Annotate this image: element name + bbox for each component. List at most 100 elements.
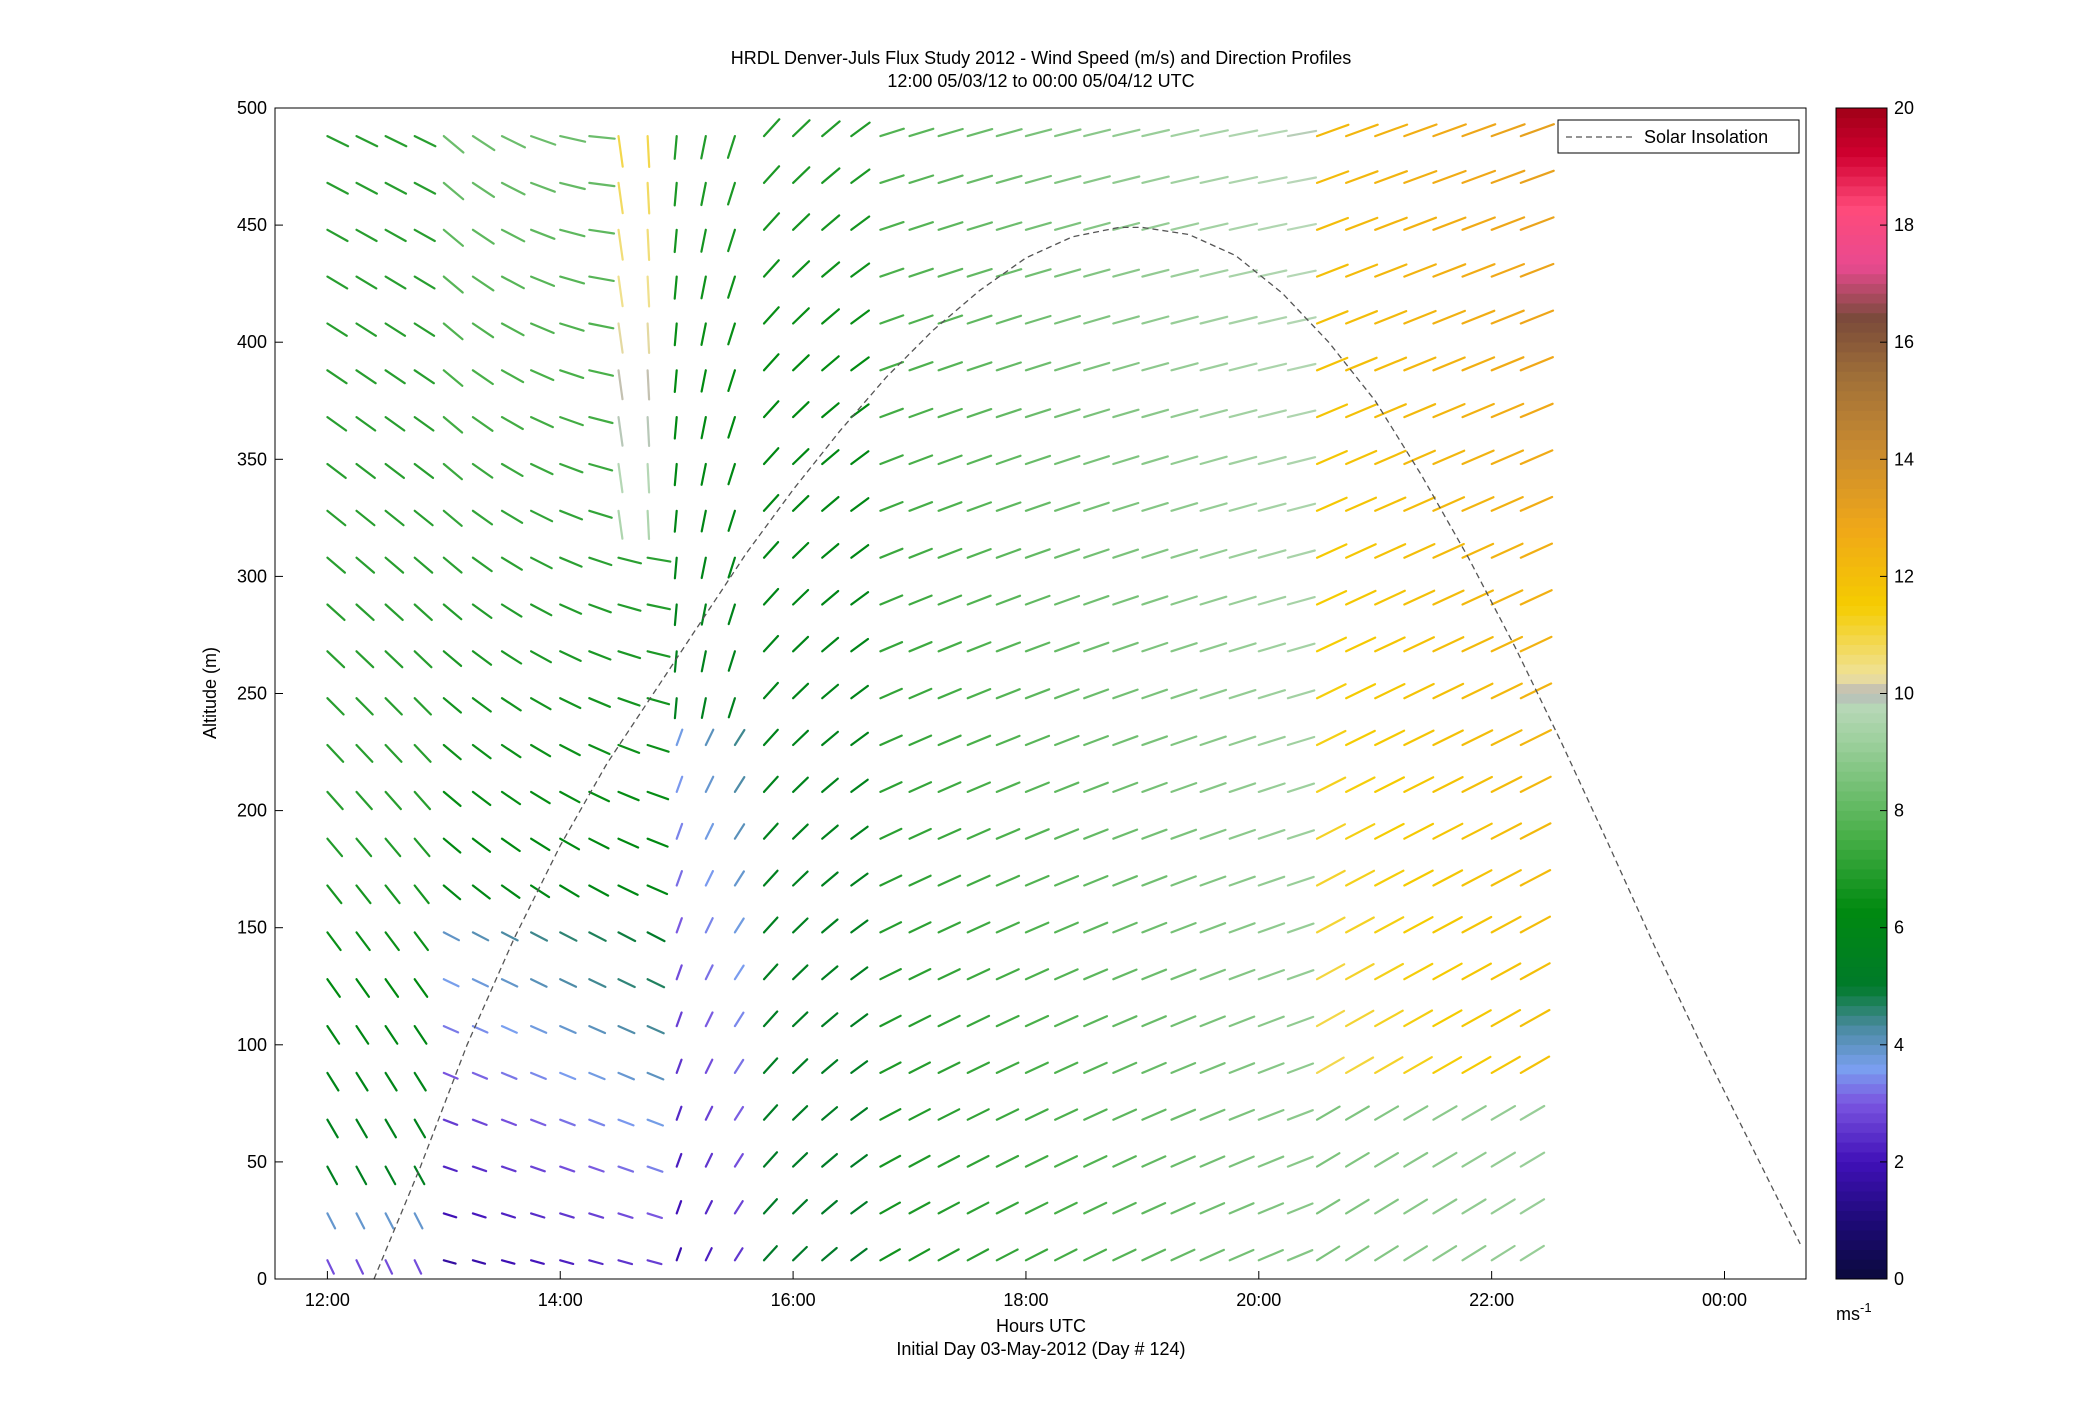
wind-vector: [1403, 962, 1434, 981]
wind-vector: [442, 556, 463, 574]
wind-vector: [617, 790, 640, 802]
wind-vector: [588, 416, 614, 425]
wind-vector: [588, 1165, 605, 1173]
wind-vector: [471, 1259, 487, 1265]
wind-vector: [850, 1153, 868, 1168]
wind-vector: [1053, 268, 1082, 278]
wind-vector: [471, 369, 494, 386]
wind-vector: [673, 462, 678, 487]
wind-vector: [1112, 1155, 1137, 1168]
wind-vector: [1490, 635, 1524, 653]
wind-vector: [1519, 495, 1554, 512]
wind-vector: [413, 416, 435, 432]
wind-vector: [762, 165, 781, 184]
wind-vector: [1170, 875, 1197, 887]
wind-vector: [617, 275, 624, 308]
wind-vector: [1024, 968, 1050, 981]
wind-vector: [1286, 1062, 1315, 1075]
wind-vector: [1083, 968, 1109, 981]
wind-vector: [966, 641, 992, 653]
colorbar-swatch: [1836, 654, 1887, 665]
wind-vector: [326, 462, 347, 479]
wind-vector: [1141, 548, 1169, 559]
wind-vector: [471, 556, 493, 573]
wind-vector: [1490, 1244, 1516, 1262]
wind-vector: [1141, 735, 1169, 747]
wind-vector: [1461, 1055, 1492, 1075]
colorbar-swatch: [1836, 527, 1887, 538]
wind-vector: [1112, 1061, 1138, 1075]
wind-vector: [559, 1118, 576, 1127]
wind-vector: [995, 221, 1023, 231]
colorbar-swatch: [1836, 419, 1887, 431]
wind-vector: [471, 135, 496, 152]
wind-vector: [1490, 216, 1526, 231]
wind-vector: [727, 416, 737, 439]
wind-vector: [879, 314, 905, 325]
colorbar-swatch: [1836, 429, 1887, 441]
wind-vector: [908, 1154, 931, 1168]
wind-vector: [1490, 775, 1523, 794]
wind-vector: [384, 275, 407, 290]
wind-vector: [727, 697, 737, 719]
wind-vector: [1519, 775, 1552, 794]
wind-vector: [908, 1201, 931, 1215]
wind-vector: [500, 1118, 518, 1127]
wind-vector: [1083, 1201, 1108, 1215]
x-axis-label-secondary: Initial Day 03-May-2012 (Day # 124): [896, 1339, 1185, 1359]
wind-vector: [588, 884, 610, 897]
wind-vector: [1228, 642, 1257, 653]
wind-vector: [617, 603, 642, 612]
wind-vector: [762, 634, 780, 653]
colorbar-tick-label: 20: [1894, 98, 1914, 118]
wind-vector: [821, 589, 840, 606]
wind-vector: [908, 361, 934, 372]
wind-vector: [355, 1118, 368, 1139]
colorbar-tick-label: 0: [1894, 1269, 1904, 1289]
wind-vector: [1432, 869, 1464, 887]
wind-vector: [355, 181, 378, 195]
wind-vector: [995, 314, 1023, 325]
colorbar-swatch: [1836, 1083, 1887, 1094]
wind-vector: [1141, 968, 1168, 981]
wind-vector: [704, 917, 714, 934]
colorbar: 0 2 4 6 8 10 12 14 16 18 20: [1835, 98, 1914, 1289]
wind-vector: [1083, 221, 1111, 231]
colorbar-swatch: [1836, 1015, 1887, 1026]
wind-vector: [1257, 782, 1286, 794]
wind-vector: [1199, 1015, 1226, 1028]
wind-vector: [1083, 1248, 1108, 1262]
wind-vector: [1141, 828, 1168, 840]
colorbar-swatch: [1836, 332, 1887, 343]
colorbar-swatch: [1836, 244, 1887, 255]
wind-vector: [529, 135, 557, 146]
wind-vector: [1199, 129, 1229, 138]
wind-vector: [1374, 962, 1405, 981]
wind-vector: [1403, 682, 1435, 700]
wind-vector: [727, 322, 737, 346]
wind-vector: [1403, 263, 1437, 278]
wind-vector: [1344, 543, 1377, 559]
wind-vector: [617, 181, 624, 215]
colorbar-swatch: [1836, 985, 1887, 997]
wind-vector: [1519, 962, 1551, 981]
wind-vector: [673, 697, 678, 720]
wind-vector: [1199, 409, 1229, 419]
wind-vector: [1053, 688, 1080, 700]
wind-vector: [879, 641, 904, 653]
wind-vector: [850, 1200, 868, 1215]
wind-vector: [1432, 123, 1467, 138]
colorbar-swatch: [1836, 761, 1887, 772]
wind-vector: [1461, 1244, 1487, 1262]
wind-vector: [1344, 1245, 1370, 1262]
wind-vector: [879, 407, 904, 419]
wind-vector: [1374, 449, 1407, 466]
wind-vector: [733, 1058, 745, 1075]
wind-vector: [1344, 1198, 1370, 1215]
x-axis-label: Hours UTC: [996, 1316, 1086, 1336]
colorbar-swatch: [1836, 927, 1887, 938]
wind-vector: [821, 871, 839, 887]
wind-vector: [1024, 1014, 1050, 1028]
wind-vector: [1170, 1061, 1197, 1075]
wind-vector: [791, 119, 811, 138]
